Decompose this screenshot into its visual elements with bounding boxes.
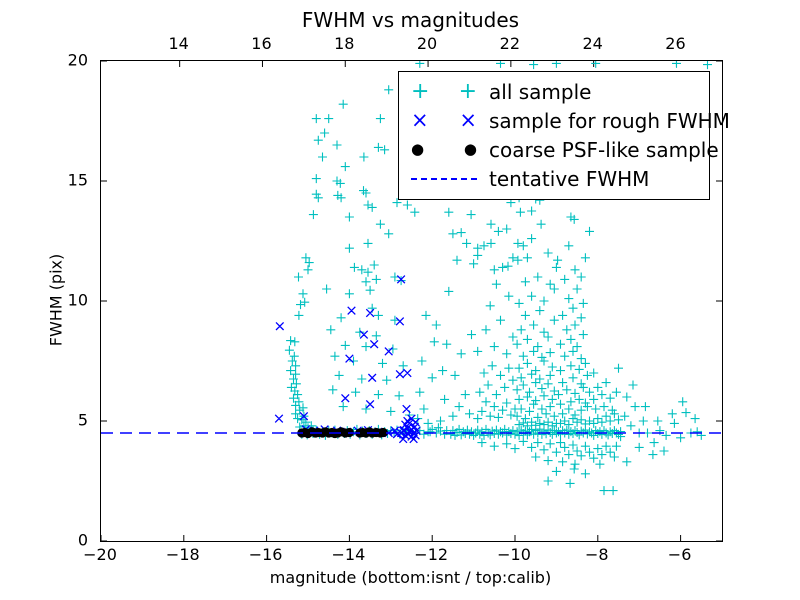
plus-marker-icon: + (411, 78, 430, 104)
legend-label: tentative FWHM (489, 166, 650, 191)
bottom-tick-label: −8 (585, 545, 609, 564)
bottom-tick-label: −16 (248, 545, 283, 564)
top-tick-label: 20 (416, 34, 438, 53)
top-tick-label: 16 (251, 34, 272, 53)
legend-item-psf-sample: ● ● coarse PSF-like sample (399, 135, 719, 164)
top-tick-label: 24 (582, 34, 603, 53)
bottom-tick-label: −6 (667, 545, 692, 564)
x-marker-icon: × (411, 108, 429, 132)
dashed-line-icon (411, 177, 477, 180)
x-marker-icon: × (459, 108, 477, 132)
top-tick-label: 22 (499, 34, 521, 53)
plot-area: + + all sample × × sample for rough FWHM ●… (100, 60, 730, 542)
dot-marker-icon: ● (411, 140, 425, 158)
legend-label: sample for rough FWHM (489, 108, 730, 133)
scatter-canvas (101, 61, 722, 541)
legend-label: all sample (489, 79, 592, 104)
top-tick-label: 26 (665, 34, 686, 53)
bottom-tick-label: −14 (331, 545, 366, 564)
legend: + + all sample × × sample for rough FWHM ●… (398, 71, 730, 200)
y-tick-label: 15 (67, 170, 88, 190)
y-tick-label: 20 (67, 50, 88, 70)
bottom-tick-label: −20 (83, 545, 117, 564)
plus-marker-icon: + (458, 78, 477, 104)
y-tick-label: 10 (67, 290, 88, 310)
legend-item-rough-fwhm: × × sample for rough FWHM (399, 106, 730, 135)
top-tick-label: 14 (168, 34, 189, 53)
bottom-tick-label: −10 (497, 545, 531, 564)
y-tick-label: 0 (77, 530, 88, 550)
x-axis-label: magnitude (bottom:isnt / top:calib) (269, 568, 552, 587)
legend-item-tentative-fwhm: tentative FWHM (399, 164, 709, 193)
top-tick-label: 18 (334, 34, 355, 53)
y-tick-label: 5 (77, 410, 88, 430)
legend-label: coarse PSF-like sample (489, 137, 719, 162)
bottom-tick-label: −18 (165, 545, 200, 564)
dot-marker-icon: ● (463, 140, 477, 158)
chart-title: FWHM vs magnitudes (301, 8, 520, 32)
y-axis-label: FWHM (pix) (46, 253, 66, 347)
legend-item-all-sample: + + all sample (399, 77, 709, 106)
bottom-tick-label: −12 (414, 545, 449, 564)
